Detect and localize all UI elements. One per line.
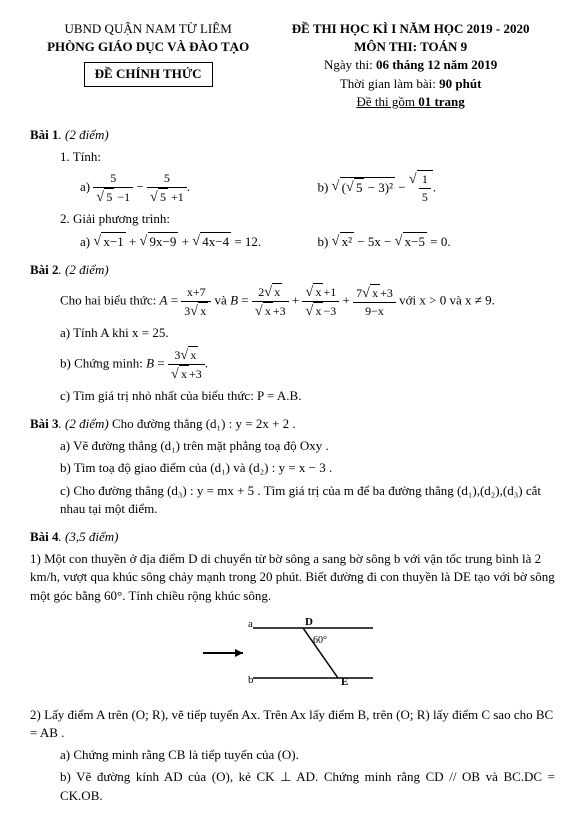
header-left: UBND QUẬN NAM TỪ LIÊM PHÒNG GIÁO DỤC VÀ … — [30, 20, 266, 111]
bai3-pts: . (2 điểm) — [59, 416, 112, 431]
bai-1: Bài 1. (2 điểm) 1. Tính: a) 55 −1 − 55 +… — [30, 126, 555, 251]
authority-line: UBND QUẬN NAM TỪ LIÊM — [30, 20, 266, 38]
bai2-qa: a) Tính A khi x = 25. — [60, 324, 555, 342]
river-diagram: a b D E 60° — [30, 613, 555, 698]
bai3-qa: a) Vẽ đường thẳng (d₁) trên mặt phẳng to… — [60, 437, 555, 455]
bai1-q1: 1. Tính: — [60, 148, 555, 166]
bai3-qb: b) Tìm toạ độ giao điểm của (d₁) và (d₂)… — [60, 459, 555, 477]
label-b: b — [248, 674, 254, 686]
label-D: D — [305, 616, 313, 628]
bai2-qc: c) Tìm giá trị nhỏ nhất của biểu thức: P… — [60, 387, 555, 405]
bai-2: Bài 2. (2 điểm) Cho hai biểu thức: A = x… — [30, 261, 555, 405]
bai-4: Bài 4. (3,5 điểm) 1) Một con thuyền ở đị… — [30, 528, 555, 805]
bai3-title: Bài 3 — [30, 416, 59, 431]
bai4-q2: 2) Lấy điểm A trên (O; R), vẽ tiếp tuyến… — [30, 706, 555, 742]
duration-line: Thời gian làm bài: 90 phút — [266, 75, 555, 93]
bai3-qc: c) Cho đường thẳng (d₃) : y = mx + 5 . T… — [60, 482, 555, 518]
label-E: E — [341, 676, 348, 688]
bai3-intro: Cho đường thẳng (d₁) : y = 2x + 2 . — [112, 416, 296, 431]
exam-title: ĐỀ THI HỌC KÌ I NĂM HỌC 2019 - 2020 — [266, 20, 555, 38]
bai1-2b: b) x² − 5x − x−5 = 0. — [318, 232, 556, 251]
bai1-title: Bài 1 — [30, 127, 59, 142]
official-box: ĐỀ CHÍNH THỨC — [84, 62, 213, 86]
bai4-pts: . (3,5 điểm) — [59, 529, 119, 544]
bai2-title: Bài 2 — [30, 262, 59, 277]
bai1-row1: a) 55 −1 − 55 +1. b) (5 − 3)² − 15. — [80, 170, 555, 206]
header-right: ĐỀ THI HỌC KÌ I NĂM HỌC 2019 - 2020 MÔN … — [266, 20, 555, 111]
date-line: Ngày thi: 06 tháng 12 năm 2019 — [266, 56, 555, 74]
pages-line: Đề thi gồm 01 trang — [266, 93, 555, 111]
header: UBND QUẬN NAM TỪ LIÊM PHÒNG GIÁO DỤC VÀ … — [30, 20, 555, 111]
bai4-title: Bài 4 — [30, 529, 59, 544]
department-line: PHÒNG GIÁO DỤC VÀ ĐÀO TẠO — [30, 38, 266, 56]
label-a: a — [248, 618, 253, 630]
subject-line: MÔN THI: TOÁN 9 — [266, 38, 555, 56]
bai1-row2: a) x−1 + 9x−9 + 4x−4 = 12. b) x² − 5x − … — [80, 232, 555, 251]
bai2-pts: . (2 điểm) — [59, 262, 109, 277]
bai1-q2: 2. Giải phương trình: — [60, 210, 555, 228]
bai2-qb: b) Chứng minh: B = 3xx+3. — [60, 346, 555, 383]
bai1-1b: b) (5 − 3)² − 15. — [318, 170, 556, 206]
bai-3: Bài 3. (2 điểm) Cho đường thẳng (d₁) : y… — [30, 415, 555, 518]
bai1-pts: . (2 điểm) — [59, 127, 109, 142]
bai1-2a: a) x−1 + 9x−9 + 4x−4 = 12. — [80, 232, 318, 251]
bai1-1a: a) 55 −1 − 55 +1. — [80, 170, 318, 206]
bai2-intro: Cho hai biểu thức: A = x+73x và B = 2xx+… — [60, 283, 555, 320]
bai4-q2a: a) Chứng minh rằng CB là tiếp tuyến của … — [60, 746, 555, 764]
bai4-q2b: b) Vẽ đường kính AD của (O), kẻ CK ⊥ AD.… — [60, 768, 555, 804]
bai4-q1: 1) Một con thuyền ở địa điểm D di chuyển… — [30, 550, 555, 605]
label-angle: 60° — [313, 635, 327, 646]
diagram-svg: a b D E 60° — [193, 613, 393, 693]
